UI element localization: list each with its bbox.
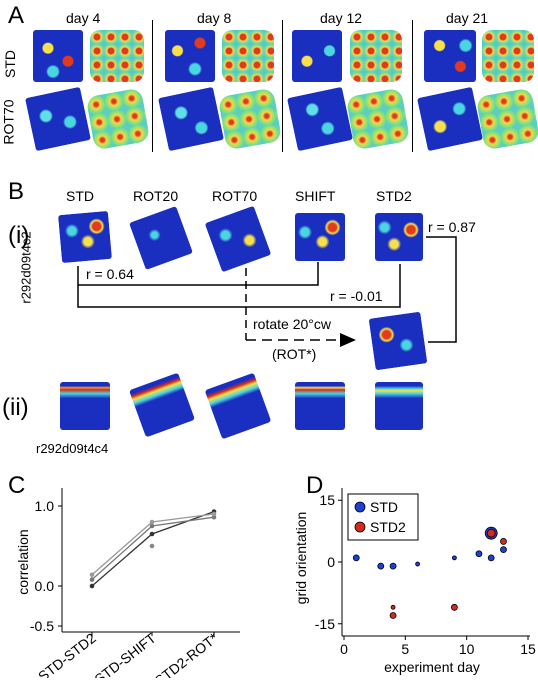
category-label: STD-STD2: [35, 630, 99, 678]
panel-a-label: A: [8, 2, 25, 29]
cond-shift: SHIFT: [295, 188, 336, 204]
std2-rate-map: [375, 213, 423, 261]
category-label: STD2-ROT*: [152, 629, 222, 678]
y-axis-label: correlation: [15, 529, 31, 594]
shift-rate-map: [295, 213, 345, 261]
data-point: [389, 612, 397, 619]
data-point: [500, 546, 507, 554]
panel-c-label: C: [8, 472, 26, 499]
cond-rot20: ROT20: [133, 188, 179, 204]
rate-map: [165, 30, 215, 82]
divider-1: [152, 20, 153, 152]
cond-std2: STD2: [376, 188, 412, 204]
row-ii-label: (ii): [2, 394, 29, 421]
x-tick-label: 0: [340, 641, 348, 657]
autocorrelogram: [350, 30, 402, 82]
day-8-label: day 8: [197, 10, 232, 26]
r-std-shift: r = 0.64: [86, 266, 134, 282]
data-point: [149, 531, 155, 537]
rate-map: [424, 30, 476, 82]
panel-c-chart: correlation 1.0 0.0 -0.5 STD-STD2STD-SHIFT…: [15, 488, 240, 678]
data-point: [390, 604, 396, 610]
r-std-std2: r = -0.01: [330, 288, 383, 304]
r-std2-rot: r = 0.87: [428, 219, 476, 235]
divider-3: [412, 20, 413, 152]
y-tick-label: -15: [315, 616, 335, 632]
arrow-head: [340, 333, 356, 347]
x-axis-label: experiment day: [384, 659, 480, 675]
data-point: [500, 538, 507, 545]
rate-map: [33, 30, 83, 82]
legend-std2-label: STD2: [370, 519, 406, 535]
panel-b-connectors: [77, 236, 457, 347]
data-point: [450, 603, 458, 611]
data-point: [487, 554, 495, 562]
data-point: [211, 514, 217, 520]
legend-std2-marker: [354, 521, 366, 533]
panel-d-chart: grid orientation experiment day 15 0 -15 0 5…: [293, 488, 536, 675]
data-point: [352, 554, 360, 562]
y-tick-label: 1.0: [35, 498, 55, 514]
data-point: [389, 562, 397, 570]
y-tick-label: -0.5: [30, 618, 54, 634]
x-tick-label: 5: [401, 641, 409, 657]
row-i-label: (i): [8, 222, 30, 249]
panel-b-label: B: [8, 178, 25, 205]
std-std2-bracket: [77, 264, 401, 308]
divider-2: [282, 20, 283, 152]
std-shift-bracket: [77, 262, 319, 286]
data-point: [89, 583, 95, 589]
x-tick-label: 15: [520, 641, 536, 657]
panel-d-label: D: [306, 472, 324, 499]
autocorrelogram: [482, 30, 534, 82]
data-point: [415, 561, 420, 567]
day-4-label: day 4: [66, 10, 101, 26]
y-axis-label: grid orientation: [293, 512, 309, 605]
cond-std: STD: [66, 188, 94, 204]
data-point: [89, 577, 95, 582]
std-rate-map-ii: [60, 382, 110, 430]
rotate-label: rotate 20°cw: [253, 316, 331, 332]
rate-map: [292, 30, 342, 82]
rot-star-label: (ROT*): [272, 346, 317, 362]
cell-id-2: r292d09t4c4: [36, 441, 109, 456]
data-point: [451, 555, 457, 561]
y-tick-label: 15: [319, 492, 335, 508]
cond-rot70: ROT70: [212, 188, 258, 204]
legend-std-label: STD: [370, 499, 398, 515]
legend: STD STD2: [347, 493, 419, 541]
std2-rate-map-ii: [375, 382, 423, 430]
data-point: [377, 562, 385, 570]
data-point: [149, 523, 155, 529]
legend-std-marker: [354, 501, 366, 513]
data-point: [149, 519, 155, 525]
data-point: [486, 528, 496, 538]
autocorrelogram: [222, 30, 274, 82]
data-point: [149, 543, 155, 549]
data-point: [211, 511, 217, 517]
y-tick-label: 0.0: [35, 578, 55, 594]
data-point: [89, 572, 95, 578]
std2-rot-bracket: [426, 236, 457, 343]
day-21-label: day 21: [446, 10, 489, 26]
x-tick-label: 10: [459, 641, 475, 657]
data-point: [475, 550, 483, 558]
shift-rate-map-ii: [295, 382, 345, 430]
autocorrelogram: [90, 30, 144, 82]
category-label: STD-SHIFT: [91, 629, 159, 678]
day-12-label: day 12: [320, 10, 363, 26]
y-tick-label: 0: [327, 554, 335, 570]
